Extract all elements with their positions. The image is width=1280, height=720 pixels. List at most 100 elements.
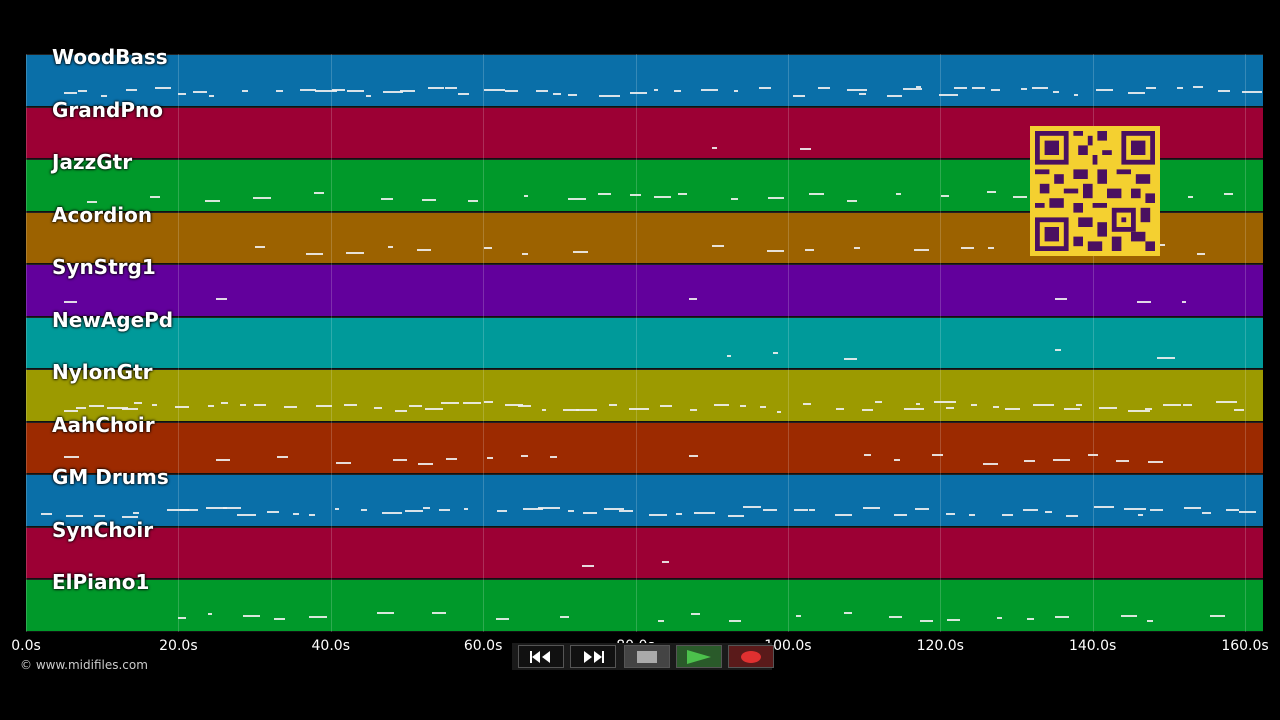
stop-button[interactable] xyxy=(624,645,670,668)
midi-note xyxy=(993,405,999,408)
midi-note xyxy=(743,506,761,509)
midi-note xyxy=(1044,510,1052,513)
midi-note xyxy=(1238,510,1257,513)
midi-note xyxy=(1020,87,1028,90)
midi-note xyxy=(439,508,451,511)
midi-note xyxy=(382,90,403,93)
midi-note xyxy=(78,90,87,93)
midi-note xyxy=(394,409,408,412)
midi-note xyxy=(1076,404,1083,407)
midi-note xyxy=(733,89,739,92)
midi-note xyxy=(240,404,247,407)
time-tick-label: 60.0s xyxy=(463,638,503,654)
fast-forward-button[interactable] xyxy=(570,645,616,668)
midi-note xyxy=(1196,253,1206,256)
fast-forward-icon xyxy=(584,650,604,663)
midi-note xyxy=(1224,193,1233,196)
grid-line xyxy=(178,54,180,632)
midi-note xyxy=(208,404,214,407)
midi-note xyxy=(126,88,138,91)
midi-note xyxy=(793,508,809,511)
midi-note xyxy=(344,403,357,406)
midi-note xyxy=(1138,513,1143,516)
midi-note xyxy=(932,454,944,457)
midi-note xyxy=(423,507,430,510)
rewind-icon xyxy=(530,650,550,663)
midi-note xyxy=(567,93,577,96)
midi-note xyxy=(541,408,546,411)
midi-note xyxy=(243,615,261,618)
midi-note xyxy=(463,401,481,404)
midi-note xyxy=(393,459,408,462)
midi-note xyxy=(629,194,642,197)
midi-note xyxy=(418,463,434,466)
midi-note xyxy=(1023,459,1035,462)
midi-note xyxy=(886,94,903,97)
track-label: GrandPno xyxy=(52,97,163,122)
midi-note xyxy=(658,619,664,622)
midi-note xyxy=(1073,93,1078,96)
midi-note xyxy=(603,507,625,510)
midi-note xyxy=(1095,89,1113,92)
midi-note xyxy=(817,87,831,90)
midi-note xyxy=(914,248,929,251)
midi-note xyxy=(523,194,529,197)
midi-note xyxy=(1182,300,1187,303)
grid-line xyxy=(1092,54,1094,632)
midi-note xyxy=(894,459,900,462)
midi-note xyxy=(365,95,372,98)
grid-line xyxy=(635,54,637,632)
midi-note xyxy=(800,147,812,150)
midi-note xyxy=(847,199,858,202)
midi-note xyxy=(41,512,52,515)
midi-note xyxy=(382,511,403,514)
midi-note xyxy=(1234,409,1245,412)
midi-note xyxy=(760,406,766,409)
midi-note xyxy=(676,513,683,516)
midi-note xyxy=(205,200,221,203)
midi-note xyxy=(381,197,393,200)
midi-note xyxy=(688,454,698,457)
midi-note xyxy=(653,196,671,199)
midi-note xyxy=(694,512,715,515)
track-label: NewAgePd xyxy=(52,307,174,332)
rewind-button[interactable] xyxy=(518,645,564,668)
midi-note xyxy=(1156,356,1175,359)
midi-note xyxy=(346,251,364,254)
midi-note xyxy=(1218,89,1231,92)
midi-note xyxy=(64,91,77,94)
midi-note xyxy=(582,565,594,568)
midi-note xyxy=(1226,508,1239,511)
midi-note xyxy=(216,459,231,462)
transport-controls xyxy=(512,643,774,670)
grid-line xyxy=(330,54,332,632)
midi-note xyxy=(1054,298,1067,301)
midi-note xyxy=(221,402,229,405)
midi-note xyxy=(121,515,139,518)
record-icon xyxy=(741,650,761,663)
play-button[interactable] xyxy=(676,645,722,668)
midi-note xyxy=(971,86,985,89)
track-lane: GM Drums xyxy=(26,465,1263,527)
midi-note xyxy=(425,407,444,410)
midi-note xyxy=(133,402,142,405)
midi-note xyxy=(336,461,351,464)
midi-note xyxy=(1144,407,1152,410)
midi-note xyxy=(843,358,857,361)
midi-note xyxy=(945,513,956,516)
midi-note xyxy=(802,403,812,406)
record-button[interactable] xyxy=(728,645,774,668)
midi-note xyxy=(421,198,437,201)
midi-note xyxy=(939,94,959,97)
track-label: NylonGtr xyxy=(52,360,153,384)
time-tick-label: 160.0s xyxy=(1221,638,1269,654)
midi-note xyxy=(1137,300,1151,303)
midi-note xyxy=(677,192,688,195)
qr-code-icon xyxy=(1035,131,1155,251)
midi-note xyxy=(688,298,698,301)
midi-note xyxy=(1121,615,1138,618)
midi-note xyxy=(953,86,967,89)
midi-note xyxy=(206,506,227,509)
midi-note xyxy=(242,90,249,93)
midi-note xyxy=(441,402,459,405)
